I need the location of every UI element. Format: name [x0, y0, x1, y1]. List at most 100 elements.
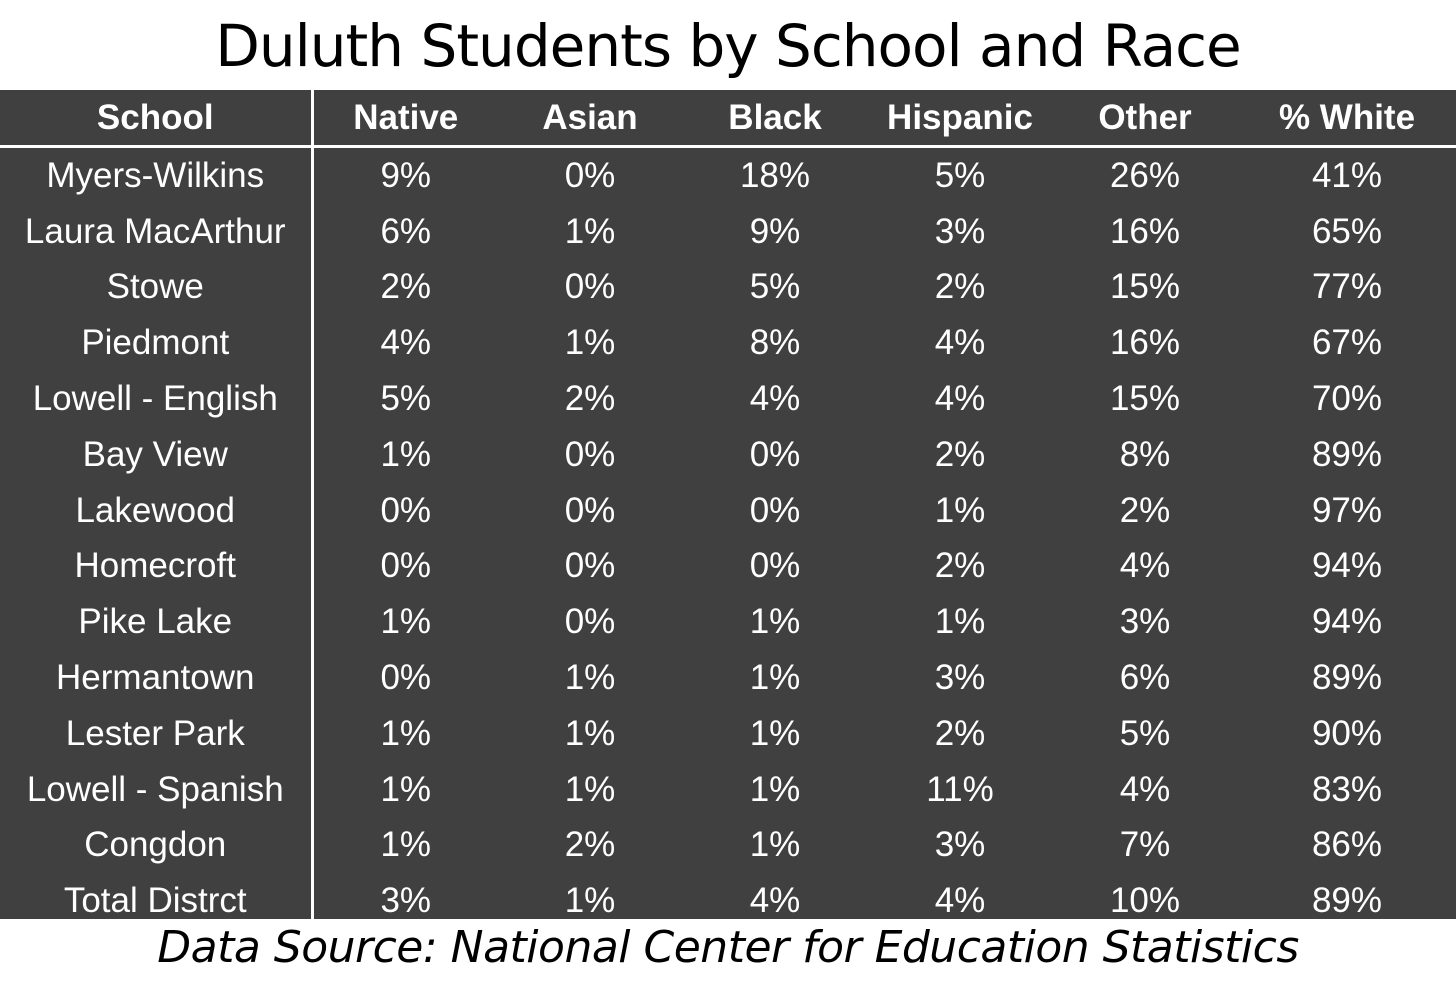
school-name-cell: Pike Lake	[0, 594, 314, 651]
percent-cell: 1%	[380, 713, 432, 753]
table-row: Lowell - English 5% 2% 4% 4% 15% 70%	[0, 371, 1456, 427]
percent-cell: 1%	[564, 323, 616, 363]
school-name-cell: Hermantown	[0, 650, 314, 706]
percent-cell: 5%	[1119, 713, 1171, 753]
percent-cell: 94%	[1311, 546, 1383, 586]
percent-cell: 94%	[1311, 602, 1383, 642]
school-name-cell: Congdon	[0, 817, 314, 874]
percent-cell: 2%	[934, 546, 986, 586]
percent-cell: 8%	[1119, 434, 1171, 474]
percent-cell: 86%	[1311, 825, 1383, 865]
percent-cell: 9%	[749, 211, 801, 251]
percent-cell: 1%	[934, 490, 986, 530]
school-name-cell: Total Distrct	[0, 873, 314, 930]
percent-cell: 4%	[1119, 769, 1171, 809]
percent-cell: 6%	[380, 211, 432, 251]
data-table-container: School Native Asian Black Hispanic Other% Whi…	[0, 90, 1456, 930]
percent-cell: 1%	[564, 881, 616, 921]
percent-cell: 1%	[380, 825, 432, 865]
percent-cell: 5%	[380, 379, 432, 419]
percent-cell: 89%	[1311, 881, 1383, 921]
percent-cell: 4%	[749, 379, 801, 419]
percent-cell: 15%	[1109, 267, 1181, 307]
percent-cell: 18%	[739, 155, 811, 195]
percent-cell: 67%	[1311, 323, 1383, 363]
percent-cell: 26%	[1109, 155, 1181, 195]
percent-cell: 0%	[564, 155, 616, 195]
table-row: Lester Park 1% 1% 1% 2% 5% 90%	[0, 705, 1456, 762]
table-row: Total Distrct 3% 1% 4% 4% 10% 89%	[0, 873, 1456, 930]
table-row: Hermantown 0% 1% 1% 3% 6% 89%	[0, 650, 1456, 706]
table-row: Pike Lake 1% 0% 1% 1% 3% 94%	[0, 594, 1456, 651]
percent-cell: 4%	[380, 323, 432, 363]
percent-cell: 1%	[749, 602, 801, 642]
percent-cell: 1%	[749, 769, 801, 809]
column-header: Asian	[498, 90, 682, 148]
percent-cell: 97%	[1311, 490, 1383, 530]
percent-cell: 3%	[934, 211, 986, 251]
school-name-cell: Lowell - English	[0, 371, 314, 427]
percent-cell: 11%	[926, 769, 994, 809]
table-row: Myers-Wilkins 9% 0% 18% 5% 26% 41%	[0, 146, 1456, 204]
percent-cell: 4%	[934, 379, 986, 419]
percent-cell: 3%	[934, 825, 986, 865]
percent-cell: 10%	[1109, 881, 1181, 921]
percent-cell: 1%	[749, 713, 801, 753]
percent-cell: 2%	[934, 713, 986, 753]
school-name-cell: Lowell - Spanish	[0, 761, 314, 818]
percent-cell: 1%	[380, 434, 432, 474]
table-row: Lakewood 0% 0% 0% 1% 2% 97%	[0, 482, 1456, 539]
percent-cell: 16%	[1109, 323, 1181, 363]
data-source-note: Data Source: National Center for Educati…	[157, 922, 1299, 973]
percent-cell: 1%	[564, 713, 616, 753]
percent-cell: 4%	[934, 881, 986, 921]
school-name-cell: Homecroft	[0, 538, 314, 595]
percent-cell: 1%	[564, 658, 616, 698]
school-name-cell: Laura MacArthur	[0, 203, 314, 260]
percent-cell: 0%	[564, 267, 616, 307]
table-row: Stowe 2% 0% 5% 2% 15% 77%	[0, 259, 1456, 316]
percent-cell: 15%	[1109, 379, 1181, 419]
school-name-cell: Stowe	[0, 259, 314, 316]
percent-cell: 41%	[1311, 155, 1383, 195]
percent-cell: 0%	[564, 546, 616, 586]
column-header: Hispanic	[868, 90, 1052, 148]
percent-cell: 4%	[749, 881, 801, 921]
percent-cell: 2%	[934, 434, 986, 474]
table-row: Homecroft 0% 0% 0% 2% 4% 94%	[0, 538, 1456, 595]
percent-cell: 0%	[749, 546, 801, 586]
percent-cell: 3%	[1119, 602, 1171, 642]
table-row: Congdon 1% 2% 1% 3% 7% 86%	[0, 817, 1456, 874]
percent-cell: 1%	[934, 602, 986, 642]
percent-cell: 70%	[1311, 379, 1383, 419]
percent-cell: 2%	[934, 267, 986, 307]
percent-cell: 1%	[749, 825, 801, 865]
percent-cell: 2%	[564, 379, 616, 419]
school-name-cell: Lester Park	[0, 705, 314, 762]
school-name-cell: Myers-Wilkins	[0, 146, 314, 204]
table-row: Piedmont 4% 1% 8% 4% 16% 67%	[0, 315, 1456, 372]
percent-cell: 9%	[380, 155, 432, 195]
table-body: Myers-Wilkins 9% 0% 18% 5% 26% 41% Laura MacArt…	[0, 146, 1456, 930]
percent-cell: 1%	[564, 211, 616, 251]
data-table: School Native Asian Black Hispanic Other% Whi…	[0, 90, 1456, 930]
percent-cell: 4%	[1119, 546, 1171, 586]
percent-cell: 0%	[749, 490, 801, 530]
percent-cell: 0%	[564, 602, 616, 642]
percent-cell: 1%	[380, 602, 432, 642]
percent-cell: 0%	[749, 434, 801, 474]
percent-cell: 0%	[380, 658, 432, 698]
chart-title: Duluth Students by School and Race	[215, 12, 1241, 80]
percent-cell: 0%	[380, 490, 432, 530]
percent-cell: 3%	[380, 881, 432, 921]
percent-cell: 90%	[1311, 713, 1383, 753]
column-header-school: School	[0, 90, 314, 148]
table-row: Laura MacArthur 6% 1% 9% 3% 16% 65%	[0, 203, 1456, 260]
percent-cell: 6%	[1119, 658, 1171, 698]
percent-cell: 3%	[934, 658, 986, 698]
percent-cell: 8%	[749, 323, 801, 363]
percent-cell: 77%	[1311, 267, 1383, 307]
percent-cell: 1%	[749, 658, 801, 698]
school-name-cell: Piedmont	[0, 315, 314, 372]
percent-cell: 83%	[1311, 769, 1383, 809]
